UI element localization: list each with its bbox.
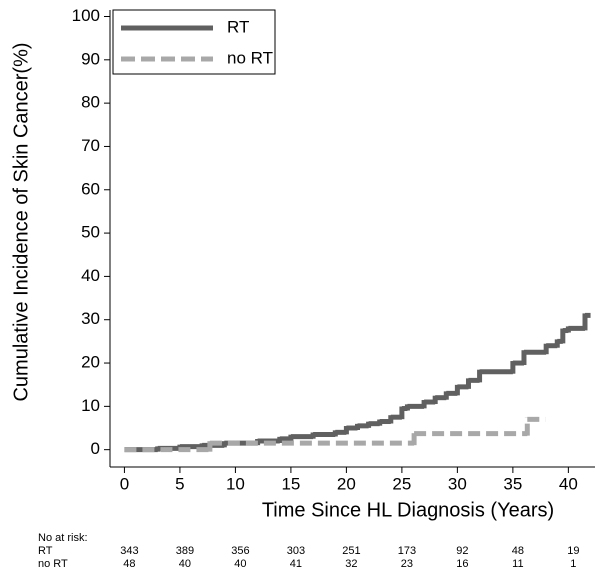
legend-label: RT <box>227 17 249 36</box>
risk-row-label: RT <box>38 545 53 557</box>
risk-value: 19 <box>567 545 579 557</box>
risk-value: 40 <box>179 558 191 570</box>
x-tick-label: 0 <box>120 474 129 493</box>
risk-value: 48 <box>123 558 135 570</box>
y-tick-label: 20 <box>81 353 100 372</box>
risk-value: 16 <box>456 558 468 570</box>
x-tick-label: 5 <box>175 474 184 493</box>
x-axis-label: Time Since HL Diagnosis (Years) <box>262 499 554 521</box>
x-tick-label: 10 <box>226 474 245 493</box>
y-tick-label: 0 <box>91 439 100 458</box>
risk-value: 303 <box>287 545 305 557</box>
risk-value: 251 <box>342 545 360 557</box>
risk-value: 32 <box>345 558 357 570</box>
risk-value: 40 <box>234 558 246 570</box>
x-tick-label: 15 <box>281 474 300 493</box>
risk-value: 23 <box>401 558 413 570</box>
y-tick-label: 100 <box>72 6 100 25</box>
risk-value: 41 <box>290 558 302 570</box>
legend-box <box>112 9 276 75</box>
x-tick-label: 30 <box>448 474 467 493</box>
x-tick-label: 20 <box>337 474 356 493</box>
y-tick-label: 10 <box>81 396 100 415</box>
y-axis-label: Cumulative Incidence of Skin Cancer(%) <box>10 42 32 401</box>
risk-value: 343 <box>120 545 138 557</box>
risk-value: 92 <box>456 545 468 557</box>
legend-label: no RT <box>227 48 273 67</box>
y-tick-label: 60 <box>81 179 100 198</box>
risk-title: No at risk: <box>38 532 88 544</box>
risk-value: 356 <box>231 545 249 557</box>
risk-value: 11 <box>512 558 523 570</box>
risk-value: 48 <box>512 545 524 557</box>
risk-value: 173 <box>398 545 416 557</box>
risk-row-label: no RT <box>38 558 68 570</box>
risk-value: 389 <box>176 545 194 557</box>
y-tick-label: 80 <box>81 93 100 112</box>
x-tick-label: 25 <box>392 474 411 493</box>
y-tick-label: 40 <box>81 266 100 285</box>
x-tick-label: 40 <box>559 474 578 493</box>
y-tick-label: 30 <box>81 309 100 328</box>
y-tick-label: 70 <box>81 136 100 155</box>
risk-value: 1 <box>570 558 576 570</box>
y-tick-label: 50 <box>81 223 100 242</box>
x-tick-label: 35 <box>503 474 522 493</box>
y-tick-label: 90 <box>81 49 100 68</box>
